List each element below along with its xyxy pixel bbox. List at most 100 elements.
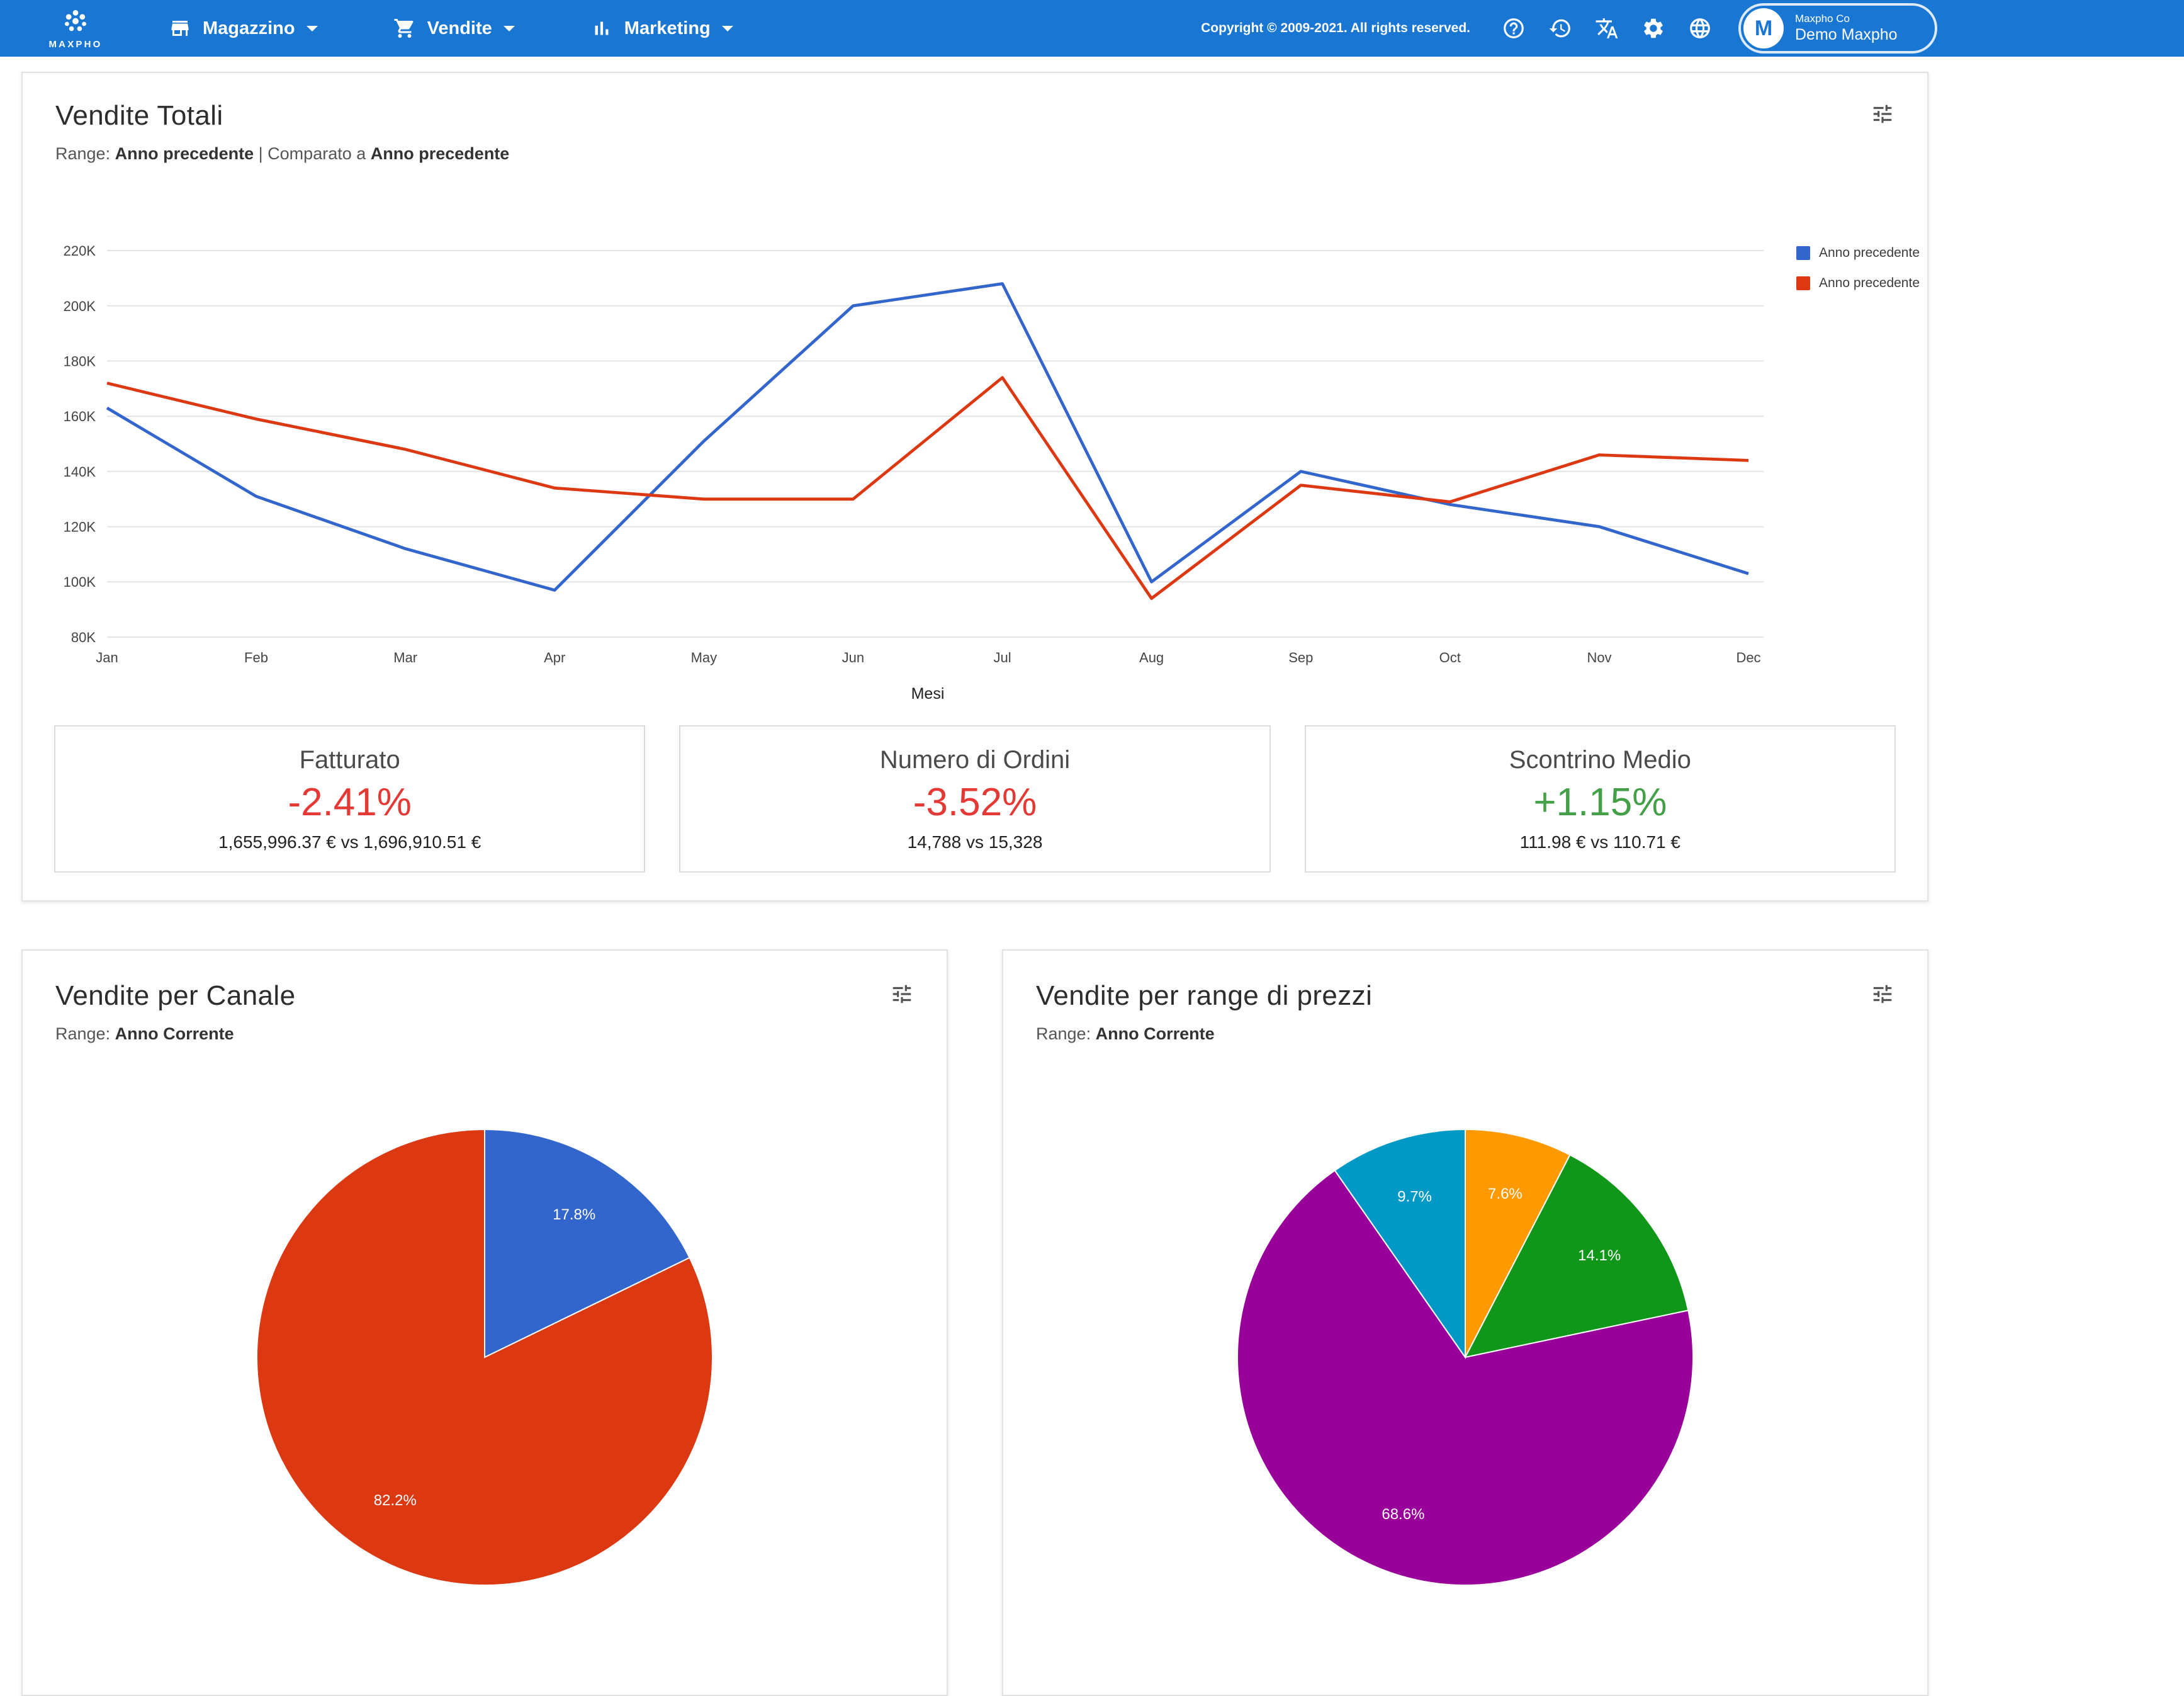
svg-text:180K: 180K (64, 353, 96, 369)
range-subtitle: Range: Anno precedente | Comparato a Ann… (55, 142, 1894, 165)
nav-item-marketing[interactable]: Marketing (590, 17, 733, 40)
chevron-down-icon (503, 26, 515, 37)
svg-text:9.7%: 9.7% (1397, 1188, 1432, 1205)
svg-text:220K: 220K (64, 243, 96, 259)
svg-text:Dec: Dec (1736, 650, 1760, 665)
svg-text:17.8%: 17.8% (553, 1206, 595, 1223)
legend-label: Anno precedente (1819, 246, 1920, 260)
svg-text:14.1%: 14.1% (1578, 1247, 1621, 1264)
svg-text:160K: 160K (64, 409, 96, 424)
stat-percent: -3.52% (913, 781, 1037, 824)
stat-scontrino-medio: Scontrino Medio +1.15% 111.98 € vs 110.7… (1304, 725, 1896, 873)
svg-text:80K: 80K (71, 630, 96, 645)
svg-text:Jan: Jan (96, 650, 118, 665)
svg-text:Jul: Jul (994, 650, 1011, 665)
svg-text:68.6%: 68.6% (1382, 1506, 1424, 1523)
store-icon (171, 21, 189, 36)
stat-title: Numero di Ordini (879, 746, 1071, 774)
cart-icon (394, 18, 414, 38)
svg-text:May: May (691, 650, 718, 665)
app-logo[interactable]: MAXPHO (35, 8, 116, 50)
stat-numero-ordini: Numero di Ordini -3.52% 14,788 vs 15,328 (679, 725, 1271, 873)
svg-text:120K: 120K (64, 519, 96, 535)
stat-percent: -2.41% (288, 781, 412, 824)
language-icon[interactable] (1684, 12, 1716, 45)
range-label: Range: (55, 1024, 111, 1043)
stat-percent: +1.15% (1533, 781, 1667, 824)
nav-item-vendite[interactable]: Vendite (393, 17, 515, 40)
stat-fatturato: Fatturato -2.41% 1,655,996.37 € vs 1,696… (54, 725, 646, 873)
tune-icon[interactable] (1871, 982, 1894, 1010)
svg-text:140K: 140K (64, 464, 96, 480)
page-title: Vendite Totali (55, 100, 223, 131)
svg-text:Sep: Sep (1288, 650, 1313, 665)
copyright-text: Copyright © 2009-2021. All rights reserv… (1201, 21, 1470, 35)
legend-entry: Anno precedente (1796, 276, 1920, 291)
kpi-row: Fatturato -2.41% 1,655,996.37 € vs 1,696… (54, 725, 1896, 873)
vendite-range-prezzi-card: Vendite per range di prezzi Range: Anno … (1002, 949, 1928, 1696)
stat-title: Scontrino Medio (1509, 746, 1691, 774)
compare-value: Anno precedente (370, 144, 510, 163)
translate-icon[interactable] (1590, 12, 1623, 45)
brand-name: MAXPHO (48, 38, 103, 50)
user-company: Maxpho Co (1795, 12, 1850, 25)
range-subtitle: Range: Anno Corrente (1036, 1022, 1894, 1045)
line-chart-svg: 80K 100K 120K 140K 160K 180K 200K 220K Jan Feb Mar… (64, 243, 1764, 703)
svg-text:Apr: Apr (544, 650, 565, 665)
tune-icon[interactable] (1871, 102, 1894, 130)
nav-item-label: Vendite (427, 18, 492, 38)
legend-swatch-blue (1796, 246, 1811, 260)
range-value: Anno Corrente (1095, 1024, 1215, 1043)
vendite-totali-card: Vendite Totali Range: Anno precedente | … (21, 72, 1928, 902)
stat-detail: 111.98 € vs 110.71 € (1519, 832, 1680, 852)
bottom-cards-row: Vendite per Canale Range: Anno Corrente … (21, 949, 2163, 1696)
card-title: Vendite per Canale (55, 980, 296, 1011)
svg-text:82.2%: 82.2% (374, 1492, 417, 1509)
chevron-down-icon (306, 26, 318, 37)
tune-icon[interactable] (890, 982, 914, 1010)
nav-item-magazzino[interactable]: Magazzino (169, 17, 318, 40)
range-subtitle: Range: Anno Corrente (55, 1022, 914, 1045)
svg-text:100K: 100K (64, 574, 96, 590)
range-label: Range: (1036, 1024, 1091, 1043)
svg-text:Oct: Oct (1439, 650, 1461, 665)
vendite-per-canale-card: Vendite per Canale Range: Anno Corrente … (21, 949, 948, 1696)
svg-text:Nov: Nov (1587, 650, 1611, 665)
card-title: Vendite per range di prezzi (1036, 980, 1373, 1011)
range-value: Anno precedente (115, 144, 254, 163)
top-navbar: MAXPHO Magazzino Vendite Marketing Copyr… (0, 0, 2184, 57)
stat-title: Fatturato (299, 746, 400, 774)
main-menu: Magazzino Vendite Marketing (169, 17, 733, 40)
history-icon[interactable] (1544, 12, 1577, 45)
range-value: Anno Corrente (115, 1024, 234, 1043)
bar-chart-icon (595, 21, 609, 35)
chevron-down-icon (721, 26, 733, 37)
avatar: M (1743, 8, 1784, 48)
user-menu[interactable]: M Maxpho Co Demo Maxpho (1738, 3, 1937, 54)
legend-label: Anno precedente (1819, 276, 1920, 290)
svg-text:200K: 200K (64, 298, 96, 314)
svg-text:Mar: Mar (393, 650, 417, 665)
maxpho-logo-icon (65, 9, 86, 31)
stat-detail: 1,655,996.37 € vs 1,696,910.51 € (218, 832, 481, 852)
pie-chart-canale: 17.8% 82.2% (256, 1128, 713, 1586)
legend-swatch-red (1796, 276, 1811, 290)
navbar-right: Copyright © 2009-2021. All rights reserv… (1201, 3, 1937, 54)
stat-detail: 14,788 vs 15,328 (907, 832, 1043, 852)
settings-icon[interactable] (1637, 12, 1670, 45)
legend-entry: Anno precedente (1796, 246, 1920, 261)
avatar-initial: M (1754, 16, 1773, 40)
chart-legend: Anno precedente Anno precedente (1796, 246, 1920, 291)
nav-item-label: Marketing (624, 18, 711, 38)
svg-text:Feb: Feb (244, 650, 268, 665)
compare-label: | Comparato a (258, 144, 366, 163)
nav-item-label: Magazzino (203, 18, 295, 38)
svg-text:Aug: Aug (1139, 650, 1164, 665)
help-icon[interactable] (1497, 12, 1530, 45)
svg-text:7.6%: 7.6% (1488, 1185, 1523, 1202)
svg-text:Jun: Jun (842, 650, 864, 665)
range-label: Range: (55, 144, 111, 163)
line-chart: 80K 100K 120K 140K 160K 180K 200K 220K Jan Feb Mar… (23, 175, 1927, 710)
svg-text:Mesi: Mesi (911, 685, 945, 703)
pie-chart-range-prezzi: 7.6% 14.1% 68.6% 9.7% (1236, 1128, 1694, 1586)
